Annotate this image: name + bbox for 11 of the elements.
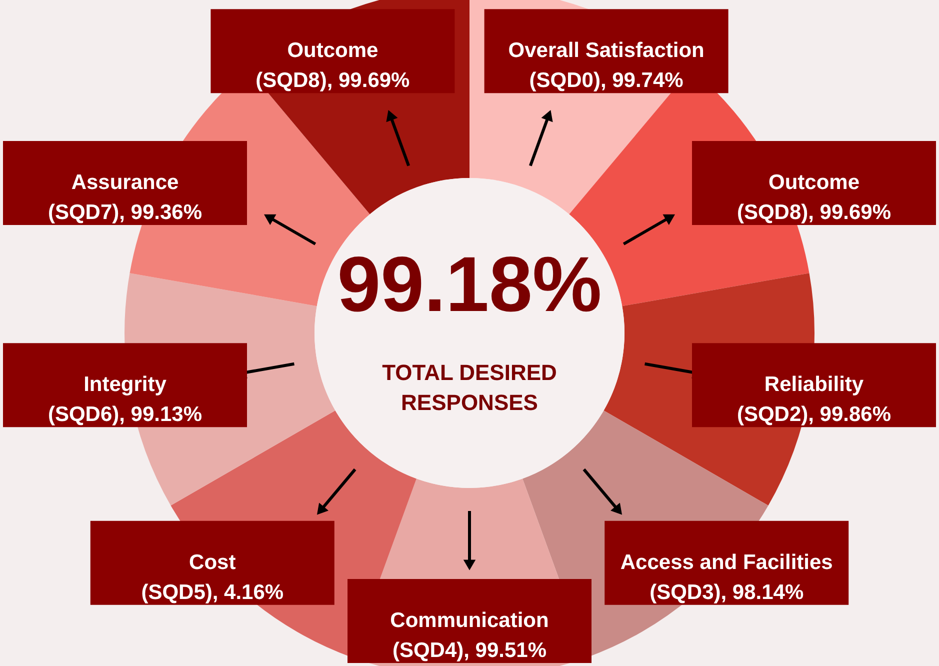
text: 99.18%: [337, 240, 602, 328]
slice-label: Cost (SQD5), 4.16%: [141, 550, 284, 604]
slice-label: Outcome (SQD8), 99.69%: [736, 171, 892, 224]
slice-label: Access and Facilities (SQD3), 98.14%: [620, 550, 833, 604]
slice-label: Reliability (SQD2), 99.86%: [736, 373, 892, 426]
slice-label: Overall Satisfaction (SQD0), 99.74%: [508, 39, 704, 92]
slice-label: Communication (SQD4), 99.51%: [390, 609, 549, 662]
slice-label: Integrity (SQD6), 99.13%: [48, 373, 202, 426]
text: TOTAL DESIRED RESPONSES: [382, 360, 557, 415]
slice-label: Outcome (SQD8), 99.69%: [256, 39, 410, 92]
slice-label: Assurance (SQD7), 99.36%: [48, 171, 202, 224]
